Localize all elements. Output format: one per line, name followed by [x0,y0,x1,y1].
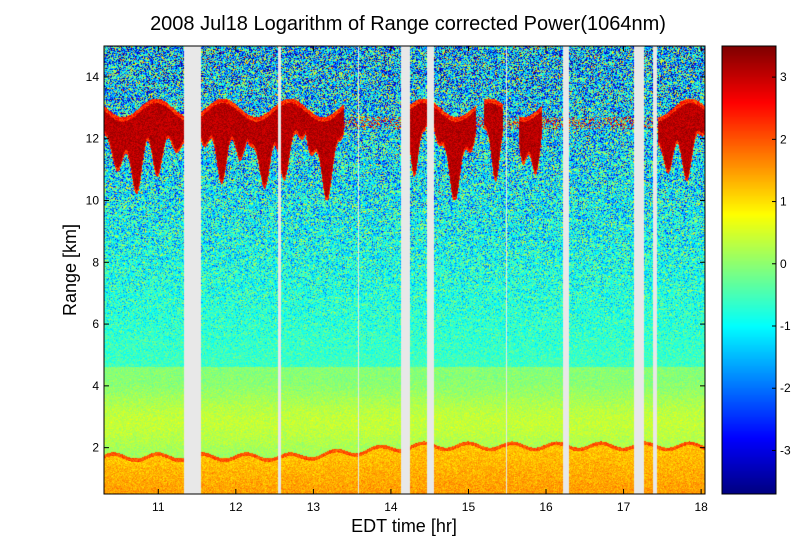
y-axis-label: Range [km] [60,224,80,316]
y-tick-label: 8 [92,255,99,269]
x-tick-label: 18 [694,500,708,514]
colorbar-frame [721,45,777,495]
colorbar-tick-label: -1 [780,319,791,333]
x-tick-label: 15 [462,500,476,514]
x-tick-label: 12 [229,500,243,514]
x-axis: 11 12 13 14 15 16 17 18 [152,46,708,514]
plot-frame [103,45,706,495]
x-axis-label: EDT time [hr] [351,516,457,536]
x-tick-label: 13 [307,500,321,514]
x-tick-label: 17 [617,500,631,514]
y-tick-label: 14 [86,70,100,84]
y-tick-label: 4 [92,379,99,393]
x-tick-label: 16 [539,500,553,514]
colorbar-tick-label: 3 [780,70,787,84]
y-tick-label: 2 [92,441,99,455]
colorbar-tick-label: -3 [780,443,791,457]
colorbar-tick-label: -2 [780,381,791,395]
colorbar-tick-label: 1 [780,195,787,209]
colorbar: -3 -2 -1 0 1 2 3 [721,45,791,495]
colorbar-axis: -3 -2 -1 0 1 2 3 [772,70,791,457]
heatmap-image [104,46,705,494]
y-axis: 2 4 6 8 10 12 14 [86,70,705,455]
x-tick-label: 11 [152,500,165,514]
colorbar-image [722,46,776,494]
colorbar-tick-label: 0 [780,257,787,271]
chart-title: 2008 Jul18 Logarithm of Range corrected … [150,13,666,35]
y-tick-label: 12 [86,132,100,146]
x-tick-label: 14 [384,500,398,514]
colorbar-tick-label: 2 [780,132,787,146]
plot-area: 11 12 13 14 15 16 17 18 2 4 6 8 10 12 14 [86,45,708,514]
y-tick-label: 10 [86,193,100,207]
y-tick-label: 6 [92,317,99,331]
